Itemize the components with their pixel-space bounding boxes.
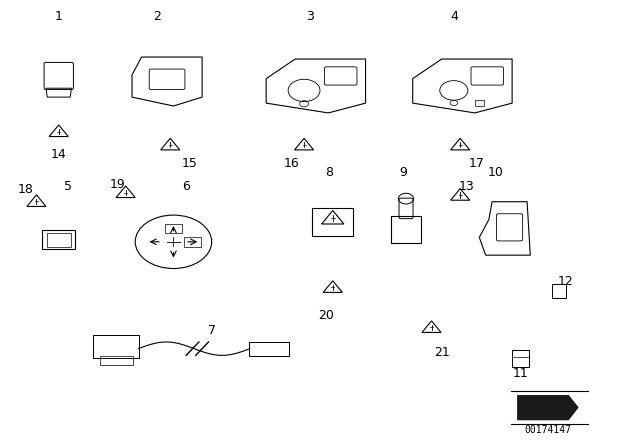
Text: 4: 4 [450, 10, 458, 23]
Text: 16: 16 [284, 157, 300, 170]
Text: 13: 13 [459, 180, 474, 193]
Text: 15: 15 [181, 157, 197, 170]
Text: 17: 17 [468, 157, 484, 170]
Text: 10: 10 [487, 166, 503, 179]
Text: 1: 1 [55, 10, 63, 23]
Text: 7: 7 [207, 324, 216, 337]
Text: 14: 14 [51, 148, 67, 161]
Text: 11: 11 [513, 366, 529, 379]
Text: 21: 21 [435, 346, 450, 359]
Text: 20: 20 [319, 309, 334, 322]
Text: 9: 9 [399, 166, 407, 179]
Text: 12: 12 [557, 276, 573, 289]
Text: 5: 5 [64, 180, 72, 193]
Text: 3: 3 [307, 10, 314, 23]
Text: 2: 2 [154, 10, 161, 23]
Text: 18: 18 [18, 183, 33, 196]
Polygon shape [518, 396, 578, 420]
Text: 00174147: 00174147 [525, 425, 572, 435]
Text: 19: 19 [110, 178, 126, 191]
Text: 6: 6 [182, 180, 190, 193]
Text: 8: 8 [326, 166, 333, 179]
